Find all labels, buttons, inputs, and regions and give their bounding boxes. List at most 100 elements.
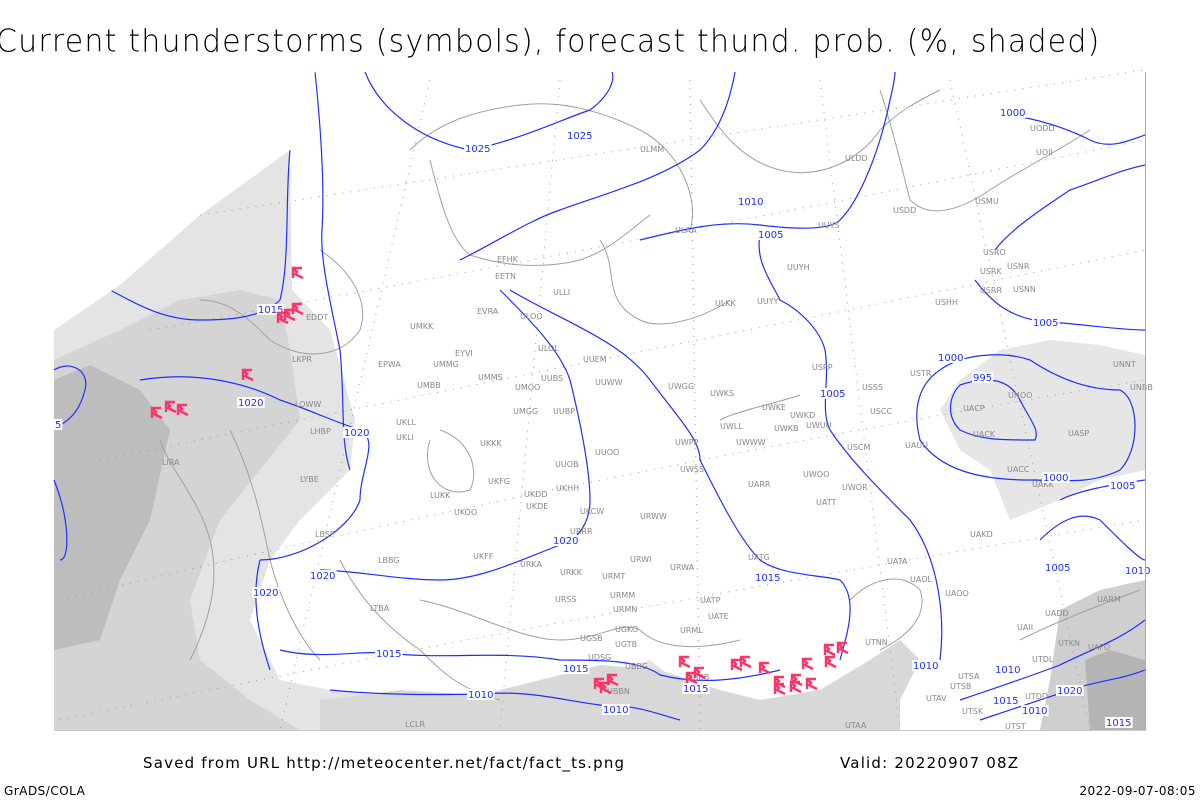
thunderstorm-icon (824, 655, 837, 669)
station-label: UKHH (556, 484, 579, 493)
svg-text:1010: 1010 (995, 665, 1020, 676)
station-label: URSS (555, 595, 577, 604)
coastlines-borders (159, 89, 1141, 701)
svg-text:1000: 1000 (938, 353, 963, 364)
station-label: UATT (816, 498, 836, 507)
station-label: USRR (980, 286, 1002, 295)
isobar-label: 1020 (237, 397, 265, 409)
station-label: UACK (973, 430, 996, 439)
svg-text:995: 995 (973, 373, 992, 384)
svg-text:1015: 1015 (683, 684, 708, 695)
thunderstorm-icon (291, 266, 304, 280)
svg-text:1020: 1020 (344, 428, 369, 439)
station-label: UKCW (580, 507, 604, 516)
station-label: USDD (893, 206, 916, 215)
isobar-label: 1010 (737, 196, 765, 208)
generated-timestamp: 2022-09-07-08:05 (1079, 784, 1196, 798)
shading-east-asia (940, 340, 1145, 520)
map-frame-bottom (54, 730, 1146, 731)
station-label: UKDD (524, 490, 547, 499)
station-label: UWLL (720, 422, 743, 431)
svg-text:1015: 1015 (755, 573, 780, 584)
svg-text:1025: 1025 (465, 144, 490, 155)
svg-text:1010: 1010 (1125, 566, 1150, 577)
thunderstorm-icon (836, 641, 849, 655)
thunderstorm-icon (283, 308, 296, 322)
station-label: USCM (847, 443, 871, 452)
station-label: ULKK (715, 299, 737, 308)
station-label: USNR (1007, 262, 1030, 271)
station-label: UBBB (687, 673, 709, 682)
station-label: UATA (887, 557, 908, 566)
thunderstorm-icon (241, 368, 254, 382)
svg-text:1015: 1015 (563, 664, 588, 675)
station-labels: EFHK EETN ULLI EVRA ULOO UMKK EYVI ULOL EPWA UMMG… (162, 124, 1153, 731)
station-label: USMU (975, 197, 999, 206)
isobar-label: 1010 (1124, 565, 1152, 577)
isobar-label: 1020 (252, 587, 280, 599)
svg-text:1020: 1020 (310, 571, 335, 582)
station-label: URRR (570, 527, 593, 536)
thunderstorm-icon (758, 661, 771, 675)
svg-text:1020: 1020 (1057, 686, 1082, 697)
station-label: URWI (630, 555, 651, 564)
svg-text:1015: 1015 (1106, 718, 1131, 729)
svg-text:1005: 1005 (1033, 318, 1058, 329)
station-label: USPP (812, 363, 833, 372)
isobar-label: 1015 (257, 304, 285, 316)
station-label: UWSS (680, 465, 704, 474)
svg-text:1010: 1010 (738, 197, 763, 208)
isobar-label: 1000 (1042, 472, 1070, 484)
shading-south (320, 640, 920, 730)
station-label: EYVI (455, 349, 473, 358)
thunderstorm-icon (805, 677, 818, 691)
station-label: UAKK (1032, 480, 1055, 489)
station-label: UWKB (774, 424, 799, 433)
isobar-label: 1005 (757, 229, 785, 241)
isobar-label: 1015 (562, 663, 590, 675)
station-label: UNNT (1113, 360, 1136, 369)
thunderstorm-icon (823, 643, 836, 657)
station-label: URMT (602, 572, 625, 581)
svg-text:1005: 1005 (1110, 481, 1135, 492)
isobar-label: 1010 (912, 660, 940, 672)
station-label: UKFG (488, 477, 510, 486)
station-label: UASP (1068, 429, 1089, 438)
svg-text:1020: 1020 (553, 536, 578, 547)
svg-text:1000: 1000 (1043, 473, 1068, 484)
isobar-label: 1020 (552, 535, 580, 547)
station-label: LOWW (295, 400, 321, 409)
svg-text:5: 5 (55, 420, 61, 431)
isobar-label: 1020 (343, 427, 371, 439)
station-label: EFHK (497, 255, 519, 264)
station-label: UAOL (910, 575, 932, 584)
station-label: URKK (560, 568, 583, 577)
station-label: UWGG (668, 382, 694, 391)
isobar-label: 1010 (1021, 705, 1049, 717)
station-label: UTSK (962, 707, 984, 716)
thunderstorm-icon (678, 655, 691, 669)
probability-shading (54, 150, 1145, 730)
station-label: LUKK (430, 491, 451, 500)
isobar-label: 1010 (602, 704, 630, 716)
isobar-label: 1015 (682, 683, 710, 695)
station-label: UWKE (762, 403, 786, 412)
station-label: UUOB (555, 460, 579, 469)
thunderstorm-icon (739, 655, 752, 669)
isobar-label: 1010 (994, 664, 1022, 676)
station-label: UATP (700, 596, 721, 605)
isobar-label: 1015 (1105, 717, 1133, 729)
station-label: LBBG (378, 556, 400, 565)
station-label: UWKS (710, 389, 734, 398)
station-label: UKOO (454, 508, 477, 517)
svg-text:1015: 1015 (993, 696, 1018, 707)
station-label: LCLR (405, 720, 426, 729)
station-label: UTKN (1058, 639, 1080, 648)
thunderstorm-icon (176, 403, 189, 417)
station-label: UAFO (1088, 643, 1110, 652)
thunderstorm-icon (164, 400, 177, 414)
isobar-label: 1005 (1032, 317, 1060, 329)
isobar-label: 1005 (1109, 480, 1137, 492)
station-label: USCC (870, 407, 893, 416)
station-label: UTSA (958, 672, 980, 681)
